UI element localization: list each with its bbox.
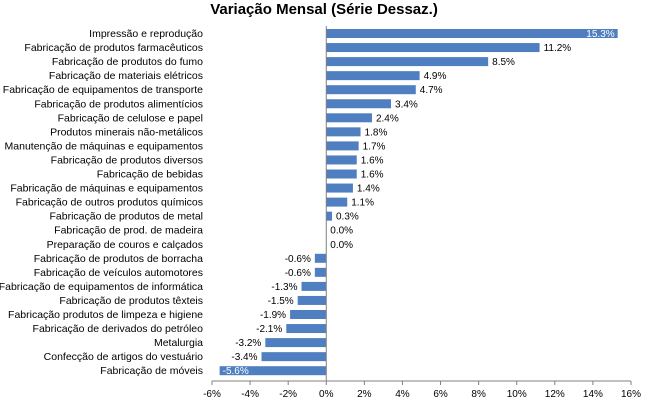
data-label: -3.2% [235,338,261,349]
x-tick-label: 2% [357,389,372,400]
data-label: 1.6% [361,170,384,181]
bar [297,295,327,305]
data-label: 15.3% [586,29,614,40]
bar [326,141,359,151]
data-label: -3.4% [231,352,257,363]
data-label: -1.5% [268,296,294,307]
bar [326,113,372,123]
bar [326,169,357,179]
bar [326,211,332,221]
x-tick-label: 4% [395,389,410,400]
bar [219,366,327,376]
category-label: Impressão e reprodução [89,28,203,40]
bar [326,71,420,81]
bar [290,310,327,319]
bar [326,57,489,67]
category-label: Fabricação de materiais elétricos [49,70,203,82]
data-label: -2.1% [256,324,282,335]
category-label: Metalurgia [154,337,203,349]
category-label: Fabricação de celulose e papel [58,112,203,124]
data-label: -0.6% [285,268,311,279]
category-label: Produtos minerais não-metálicos [50,126,203,138]
category-label: Preparação de couros e calçados [47,239,203,251]
bar [314,267,327,277]
category-label: Fabricação de bebidas [97,169,203,181]
data-label: 0.3% [336,212,359,223]
bar [314,253,327,263]
data-label: 0.0% [330,240,353,251]
chart-title: Variação Mensal (Série Dessaz.) [210,1,438,18]
x-tick-label: -6% [203,389,221,400]
category-label: Fabricação de produtos alimentícios [34,98,203,110]
category-label: Fabricação de produtos de metal [49,211,203,223]
category-label: Fabricação de equipamentos de informátic… [0,281,203,293]
category-label: Manutenção de máquinas e equipamentos [5,140,203,152]
data-label: 1.1% [351,198,374,209]
category-label: Fabricação de produtos diversos [51,154,203,166]
data-label: -1.3% [271,282,297,293]
category-label: Fabricação de produtos de borracha [34,253,203,265]
data-label: 3.4% [395,99,418,110]
data-label: 1.4% [357,184,380,195]
data-label: 11.2% [544,43,572,54]
x-tick-label: 0% [319,389,334,400]
category-label: Fabricação de máquinas e equipamentos [10,183,203,195]
category-label: Fabricação produtos de limpeza e higiene [8,309,203,321]
category-label: Fabricação de prod. de madeira [54,225,203,237]
x-tick-label: 6% [433,389,448,400]
category-label: Fabricação de produtos farmacêuticos [24,42,203,54]
bar [286,324,327,334]
data-label: 0.0% [330,226,353,237]
x-tick-label: 16% [621,389,641,400]
category-label: Fabricação de produtos do fumo [52,56,203,68]
bar [326,127,361,137]
x-tick-label: -2% [279,389,297,400]
bar [326,99,392,109]
category-label: Fabricação de outros produtos químicos [16,197,203,209]
category-label: Fabricação de equipamentos de transporte [3,84,203,96]
bar [326,29,618,38]
x-tick-label: 12% [545,389,565,400]
bar [261,352,327,362]
bar [301,281,327,291]
x-tick-label: -4% [241,389,259,400]
category-label: Fabricação de produtos têxteis [59,295,203,307]
category-label: Fabricação de móveis [100,365,203,377]
data-label: 1.7% [363,141,386,152]
category-label: Fabricação de derivados do petróleo [33,323,204,335]
data-label: 1.8% [365,127,388,138]
bar [326,183,353,193]
data-label: 2.4% [376,113,399,124]
data-label: 4.9% [424,71,447,82]
data-label: -5.6% [223,366,249,377]
x-tick-label: 14% [583,389,603,400]
bar [326,85,416,95]
data-label: 4.7% [420,85,443,96]
x-tick-label: 10% [507,389,527,400]
data-label: 1.6% [361,155,384,166]
bar [326,197,348,207]
category-label: Fabricação de veículos automotores [34,267,203,279]
data-label: -1.9% [260,310,286,321]
category-label: Confecção de artigos do vestuário [44,351,204,363]
x-tick-label: 8% [471,389,486,400]
data-label: -0.6% [285,254,311,265]
bar [326,43,540,53]
data-label: 8.5% [492,57,515,68]
bar [265,338,327,348]
bar [326,155,357,165]
